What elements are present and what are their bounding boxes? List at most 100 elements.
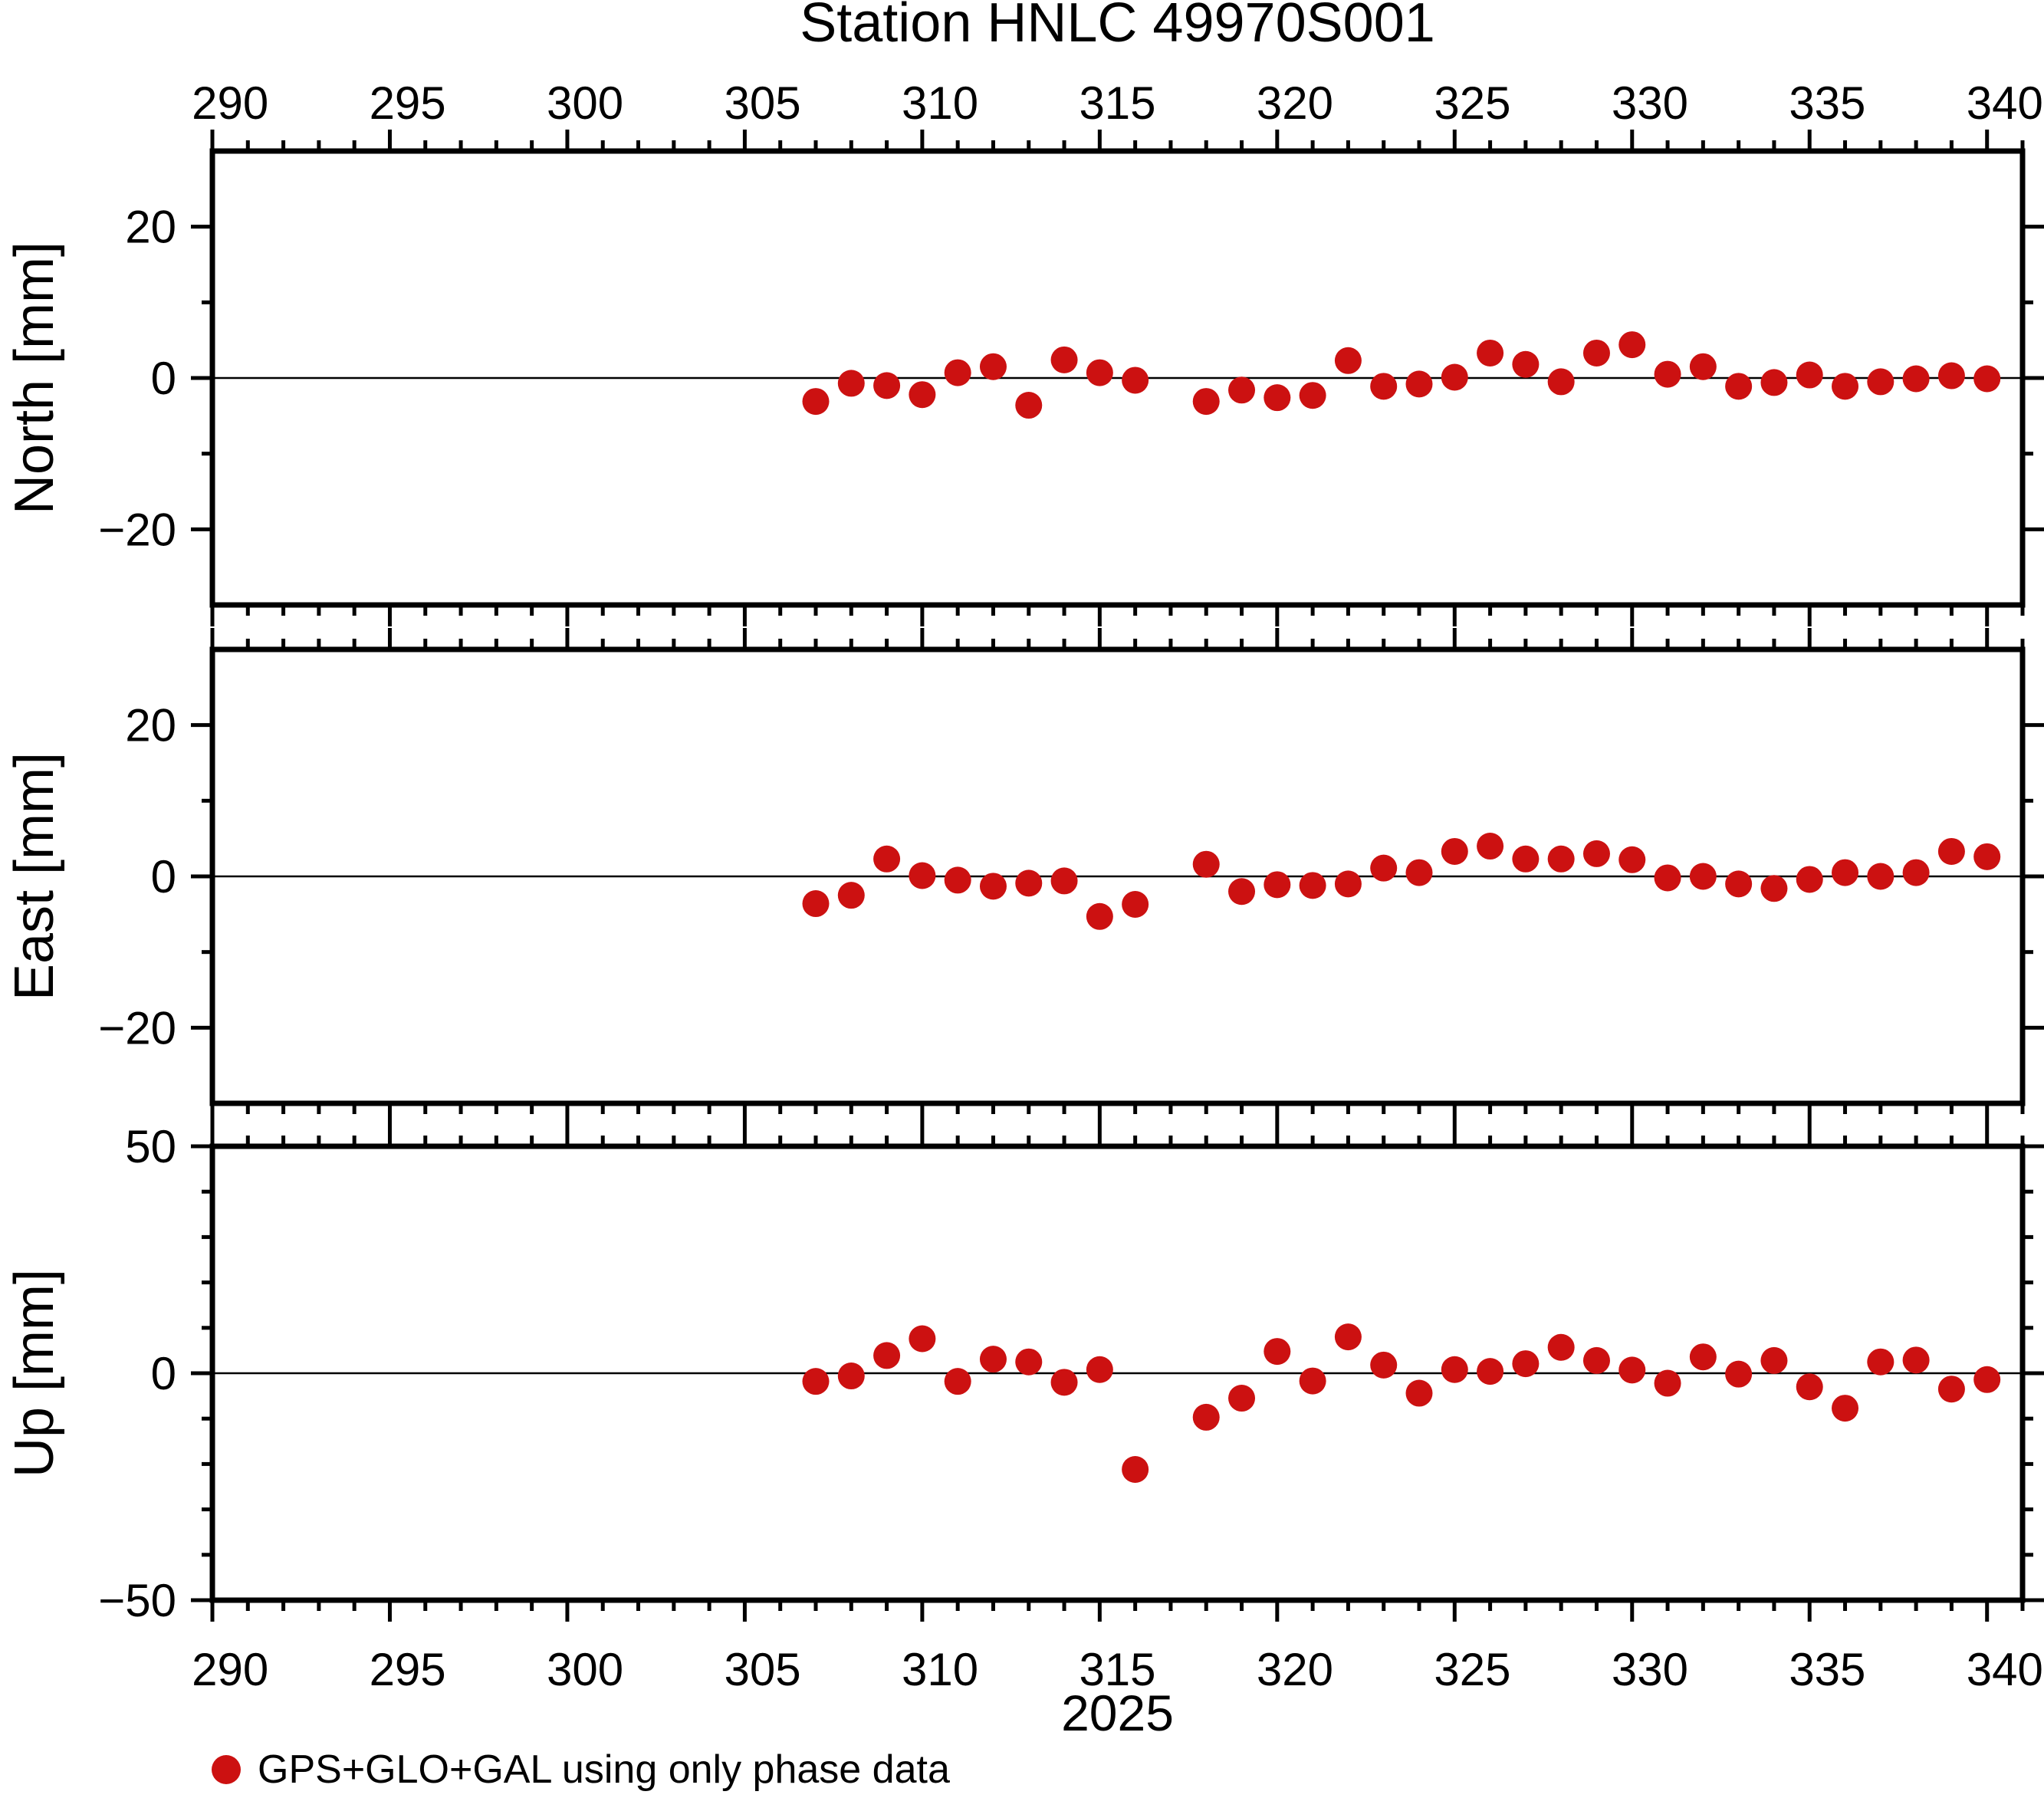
data-point-north	[979, 353, 1007, 380]
x-tick-label-top: 340	[1967, 77, 2043, 129]
data-point-north	[1441, 363, 1468, 391]
data-point-east	[1192, 850, 1220, 878]
data-point-up	[979, 1346, 1007, 1373]
x-tick-label-bottom: 305	[725, 1644, 801, 1695]
y-tick-label: 20	[125, 202, 176, 253]
data-point-north	[1796, 361, 1823, 389]
data-point-north	[873, 372, 901, 399]
data-point-north	[1937, 362, 1965, 390]
x-tick-label-bottom: 320	[1257, 1644, 1333, 1695]
data-point-up	[944, 1368, 971, 1395]
data-point-east	[1015, 869, 1043, 897]
figure-title: Station HNLC 49970S001	[800, 0, 1435, 54]
x-tick-label-top: 325	[1434, 77, 1510, 129]
x-axis-title: 2025	[1061, 1685, 1174, 1741]
y-tick-label: −20	[98, 504, 176, 555]
data-point-east	[979, 873, 1007, 900]
x-tick-label-top: 315	[1079, 77, 1155, 129]
data-point-north	[1334, 347, 1362, 374]
data-point-up	[1477, 1358, 1504, 1385]
data-point-north	[1512, 350, 1540, 378]
data-point-north	[1299, 382, 1326, 409]
data-point-north	[1973, 365, 2001, 393]
y-tick-label: 0	[151, 851, 176, 902]
data-point-up	[1228, 1385, 1256, 1412]
data-point-east	[1689, 863, 1717, 890]
data-point-up	[1370, 1351, 1398, 1379]
data-point-east	[802, 890, 830, 918]
x-tick-label-bottom: 325	[1434, 1644, 1510, 1695]
data-point-up	[1050, 1369, 1078, 1396]
data-point-east	[1547, 845, 1575, 873]
data-point-east	[1512, 845, 1540, 873]
data-point-north	[1264, 384, 1291, 412]
data-point-up	[1582, 1346, 1610, 1374]
data-point-up	[1441, 1356, 1468, 1383]
x-tick-label-bottom: 300	[547, 1644, 623, 1695]
panel-frame-north	[209, 148, 2026, 608]
x-tick-label-bottom: 315	[1079, 1644, 1155, 1695]
data-point-east	[1264, 871, 1291, 899]
data-point-east	[1902, 859, 1930, 886]
data-point-north	[1654, 360, 1681, 388]
data-point-east	[1441, 837, 1468, 865]
data-point-north	[1477, 339, 1504, 367]
data-point-east	[1973, 843, 2001, 870]
data-point-north	[1689, 353, 1717, 380]
panel-frame-east	[209, 646, 2026, 1106]
data-point-east	[873, 845, 901, 873]
data-point-east	[1760, 875, 1788, 902]
data-point-east	[909, 862, 936, 889]
data-point-up	[1725, 1360, 1753, 1388]
data-point-north	[802, 388, 830, 416]
data-point-up	[1086, 1356, 1113, 1383]
data-point-up	[909, 1325, 936, 1353]
data-point-north	[1086, 359, 1113, 386]
data-point-up	[1122, 1456, 1149, 1484]
legend-marker-icon	[212, 1755, 241, 1784]
data-point-north	[1547, 368, 1575, 396]
x-tick-label-bottom: 330	[1612, 1644, 1688, 1695]
y-tick-label: −20	[98, 1002, 176, 1053]
x-tick-label-top: 300	[547, 77, 623, 129]
data-point-north	[1122, 367, 1149, 394]
data-point-east	[1796, 866, 1823, 893]
data-point-up	[837, 1362, 865, 1390]
data-point-up	[1796, 1373, 1823, 1401]
x-tick-label-bottom: 335	[1789, 1644, 1865, 1695]
x-tick-label-bottom: 290	[192, 1644, 268, 1695]
data-point-east	[1334, 870, 1362, 898]
data-point-up	[802, 1368, 830, 1395]
x-tick-label-bottom: 310	[902, 1644, 978, 1695]
data-point-east	[1832, 859, 1859, 886]
data-point-east	[1477, 833, 1504, 860]
x-tick-label-bottom: 295	[370, 1644, 446, 1695]
data-point-up	[1973, 1366, 2001, 1393]
data-point-east	[1937, 837, 1965, 865]
data-point-up	[1512, 1350, 1540, 1378]
data-point-north	[1192, 388, 1220, 416]
data-point-north	[1902, 365, 1930, 393]
data-point-north	[1582, 339, 1610, 367]
data-point-north	[1832, 373, 1859, 400]
x-tick-label-bottom: 340	[1967, 1644, 2043, 1695]
x-tick-label-top: 305	[725, 77, 801, 129]
legend-label: GPS+GLO+GAL using only phase data	[258, 1747, 950, 1792]
y-tick-label: 20	[125, 700, 176, 751]
data-point-east	[1228, 878, 1256, 906]
data-point-up	[1405, 1379, 1433, 1407]
data-point-north	[1050, 346, 1078, 373]
data-point-east	[1122, 891, 1149, 919]
data-point-east	[1299, 872, 1326, 899]
y-tick-label: 0	[151, 353, 176, 404]
data-point-east	[1618, 846, 1646, 873]
data-point-north	[1370, 373, 1398, 400]
data-point-east	[1867, 863, 1894, 890]
data-point-east	[1654, 864, 1681, 892]
legend: GPS+GLO+GAL using only phase data	[212, 1750, 950, 1790]
data-point-east	[1050, 867, 1078, 895]
data-point-up	[1299, 1367, 1326, 1395]
data-point-east	[837, 882, 865, 909]
data-point-north	[909, 381, 936, 409]
x-tick-label-top: 295	[370, 77, 446, 129]
